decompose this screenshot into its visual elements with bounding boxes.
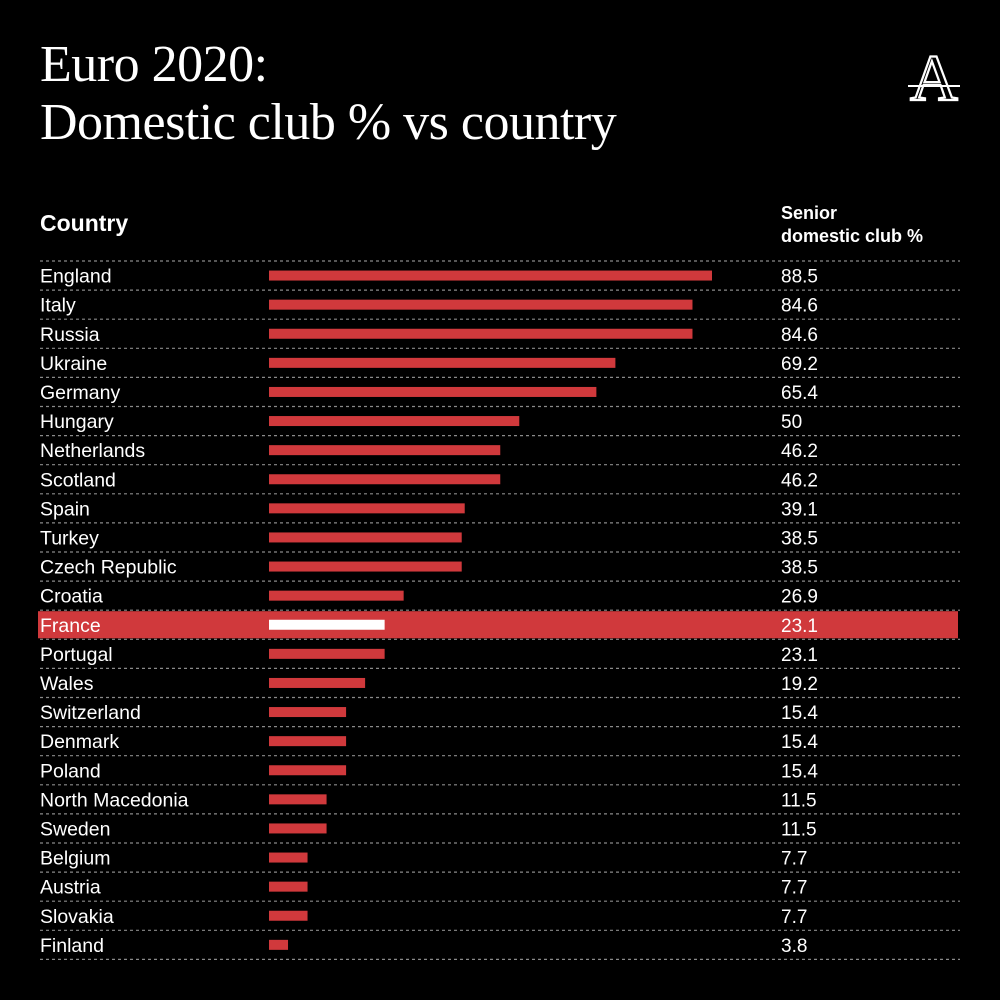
country-label-france: France xyxy=(40,615,101,637)
bar-spain xyxy=(269,503,465,514)
value-label-slovakia: 7.7 xyxy=(781,907,807,928)
value-label-finland: 3.8 xyxy=(781,936,807,957)
value-label-croatia: 26.9 xyxy=(781,587,818,608)
value-label-wales: 19.2 xyxy=(781,674,818,695)
value-label-czech-republic: 38.5 xyxy=(781,558,818,579)
bar-slovakia xyxy=(269,910,308,921)
bar-germany xyxy=(269,386,597,397)
country-label-portugal: Portugal xyxy=(40,644,113,666)
value-label-turkey: 38.5 xyxy=(781,528,818,549)
country-label-slovakia: Slovakia xyxy=(40,906,114,928)
bar-croatia xyxy=(269,590,404,601)
country-column-header: Country xyxy=(40,210,129,236)
athletic-logo-icon: A xyxy=(908,46,960,108)
country-label-sweden: Sweden xyxy=(40,818,110,840)
value-label-austria: 7.7 xyxy=(781,878,807,899)
value-label-germany: 65.4 xyxy=(781,383,818,404)
bar-north-macedonia xyxy=(269,794,327,805)
value-label-sweden: 11.5 xyxy=(781,819,817,840)
bar-russia xyxy=(269,328,693,339)
country-label-north-macedonia: North Macedonia xyxy=(40,789,189,811)
value-label-denmark: 15.4 xyxy=(781,732,818,753)
bar-wales xyxy=(269,677,366,688)
title-line-2: Domestic club % vs country xyxy=(40,94,617,151)
country-label-italy: Italy xyxy=(40,295,76,317)
bar-italy xyxy=(269,299,693,310)
highlight-row-france xyxy=(38,611,958,639)
value-header-line-2: domestic club % xyxy=(781,226,924,246)
value-label-france: 23.1 xyxy=(781,616,818,637)
country-label-czech-republic: Czech Republic xyxy=(40,557,177,579)
value-label-switzerland: 15.4 xyxy=(781,703,818,724)
value-column-header: Senior domestic club % xyxy=(781,202,981,248)
bar-poland xyxy=(269,765,347,776)
value-label-russia: 84.6 xyxy=(781,325,818,346)
value-label-hungary: 50 xyxy=(781,412,802,433)
country-label-ukraine: Ukraine xyxy=(40,353,107,375)
bar-scotland xyxy=(269,474,501,485)
value-label-spain: 39.1 xyxy=(781,499,818,520)
bar-turkey xyxy=(269,532,462,543)
value-label-belgium: 7.7 xyxy=(781,849,807,870)
bar-netherlands xyxy=(269,445,501,456)
value-label-ukraine: 69.2 xyxy=(781,354,818,375)
bar-austria xyxy=(269,881,308,892)
country-label-germany: Germany xyxy=(40,382,120,404)
country-label-switzerland: Switzerland xyxy=(40,702,141,724)
bar-denmark xyxy=(269,736,347,747)
bar-czech-republic xyxy=(269,561,462,572)
bar-belgium xyxy=(269,852,308,863)
bar-portugal xyxy=(269,648,385,659)
chart-title: Euro 2020: Domestic club % vs country xyxy=(40,36,617,152)
country-label-netherlands: Netherlands xyxy=(40,440,145,462)
country-label-scotland: Scotland xyxy=(40,469,116,491)
country-label-croatia: Croatia xyxy=(40,586,103,608)
country-label-russia: Russia xyxy=(40,324,100,346)
value-label-england: 88.5 xyxy=(781,267,818,288)
value-label-north-macedonia: 11.5 xyxy=(781,790,817,811)
value-label-netherlands: 46.2 xyxy=(781,441,818,462)
bar-hungary xyxy=(269,416,520,427)
bar-france xyxy=(269,619,385,630)
value-label-italy: 84.6 xyxy=(781,296,818,317)
country-label-finland: Finland xyxy=(40,935,104,957)
country-label-spain: Spain xyxy=(40,498,90,520)
bar-finland xyxy=(269,939,289,950)
country-label-belgium: Belgium xyxy=(40,848,110,870)
country-label-england: England xyxy=(40,266,112,288)
country-label-austria: Austria xyxy=(40,877,101,899)
logo-letter: A xyxy=(910,46,958,108)
country-label-denmark: Denmark xyxy=(40,731,119,753)
country-label-wales: Wales xyxy=(40,673,94,695)
country-label-hungary: Hungary xyxy=(40,411,114,433)
value-header-line-1: Senior xyxy=(781,203,838,223)
value-label-scotland: 46.2 xyxy=(781,470,818,491)
value-label-portugal: 23.1 xyxy=(781,645,818,666)
value-label-poland: 15.4 xyxy=(781,761,818,782)
country-label-poland: Poland xyxy=(40,760,101,782)
bar-switzerland xyxy=(269,707,347,718)
bar-sweden xyxy=(269,823,327,834)
country-label-turkey: Turkey xyxy=(40,527,99,549)
bar-ukraine xyxy=(269,357,616,368)
bar-england xyxy=(269,270,712,281)
title-line-1: Euro 2020: xyxy=(40,36,268,93)
